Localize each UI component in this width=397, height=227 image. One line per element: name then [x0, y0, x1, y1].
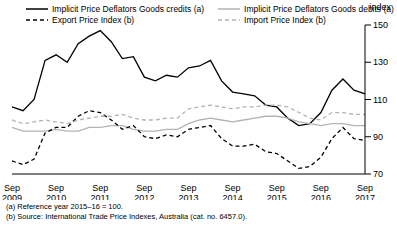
html-text:Import Price Index (b): Import Price Index (b): [244, 15, 326, 25]
html-text:Export Price Index (b): Export Price Index (b): [52, 15, 135, 25]
html-text:(b) Source: International Trad: (b) Source: International Trade Price In…: [6, 212, 247, 221]
svg-text:Sep2014: Sep2014: [223, 183, 243, 200]
svg-text:70: 70: [373, 169, 383, 179]
svg-text:Sep2011: Sep2011: [91, 183, 110, 200]
svg-text:130: 130: [373, 57, 388, 67]
html-text:(a) Reference year 2015–16 = 1: (a) Reference year 2015–16 = 100.: [6, 202, 123, 211]
svg-text:Sep2015: Sep2015: [267, 183, 287, 200]
html-text:Implicit Price Deflators Goods: Implicit Price Deflators Goods credits (…: [52, 4, 205, 14]
html-text:Implicit Price Deflators Goods: Implicit Price Deflators Goods debits (a…: [244, 4, 394, 14]
svg-text:90: 90: [373, 132, 383, 142]
svg-text:Sep2012: Sep2012: [134, 183, 154, 200]
svg-text:Sep2013: Sep2013: [178, 183, 198, 200]
svg-text:150: 150: [373, 20, 388, 30]
svg-text:Sep2009: Sep2009: [8, 183, 22, 200]
html-text:index: index: [369, 2, 391, 12]
svg-text:Sep2016: Sep2016: [311, 183, 331, 200]
svg-text:110: 110: [373, 95, 387, 105]
svg-text:Sep2017: Sep2017: [355, 183, 375, 200]
svg-text:Sep2010: Sep2010: [46, 183, 66, 200]
